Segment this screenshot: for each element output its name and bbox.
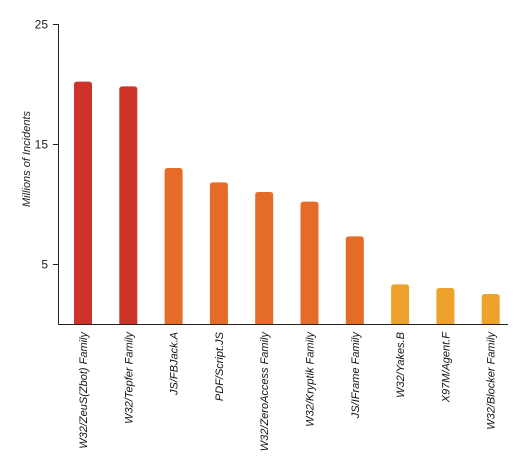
axes-layer	[58, 24, 508, 325]
x-category-label: X97M/Agent.F	[440, 331, 452, 404]
bar	[164, 168, 183, 324]
bars-layer	[74, 81, 500, 325]
bar	[255, 192, 274, 324]
x-category-label: JS/IFrame Family	[350, 331, 362, 420]
x-category-label: W32/Yakes.B	[395, 332, 407, 398]
x-tick-labels: W32/ZeuS(Zbot) Family W32/Tepfer Family JS…	[78, 331, 498, 452]
bar	[209, 182, 228, 324]
bar	[436, 288, 455, 324]
x-category-label: W32/Blocker Family	[486, 331, 498, 430]
x-category-label: W32/Tepfer Family	[123, 331, 135, 424]
x-category-label: JS/FBJack.A	[169, 332, 181, 396]
bar	[119, 86, 138, 325]
y-tick-label: 25	[35, 18, 49, 32]
x-category-label: PDF/Script.JS	[214, 331, 226, 401]
x-category-label: W32/ZeroAccess Family	[259, 331, 271, 452]
y-tick-label: 15	[35, 138, 49, 152]
x-category-label: W32/ZeuS(Zbot) Family	[78, 331, 90, 449]
y-axis-title: Millions of Incidents	[21, 111, 33, 207]
x-category-label: W32/Kryptik Family	[305, 331, 317, 427]
bar	[391, 284, 410, 324]
bar	[481, 294, 500, 324]
y-ticks: 5 15 25	[35, 18, 59, 272]
bar	[300, 201, 319, 324]
bar	[74, 81, 92, 324]
y-tick-label: 5	[41, 258, 48, 272]
bar	[345, 236, 364, 324]
